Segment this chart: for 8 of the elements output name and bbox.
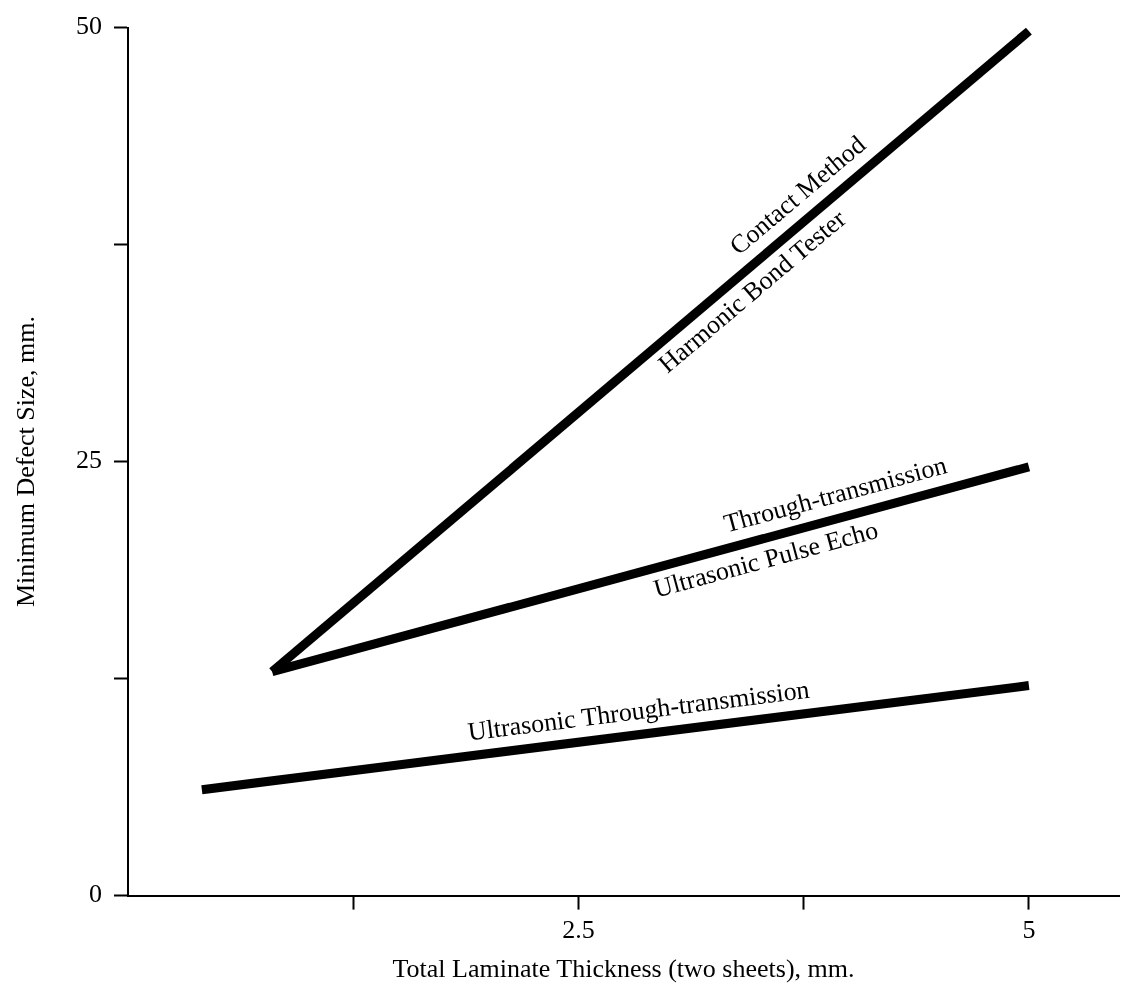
y-tick-label: 0 [89, 879, 102, 909]
y-tick-label: 50 [76, 11, 102, 41]
y-axis-title: Minimum Defect Size, mm. [11, 316, 41, 608]
y-tick-label: 25 [76, 445, 102, 475]
x-tick-label: 2.5 [562, 915, 595, 945]
x-axis-title: Total Laminate Thickness (two sheets), mm. [392, 954, 855, 984]
annotation: Ultrasonic Through-transmission [466, 674, 811, 747]
x-tick-label: 5 [1022, 915, 1036, 945]
